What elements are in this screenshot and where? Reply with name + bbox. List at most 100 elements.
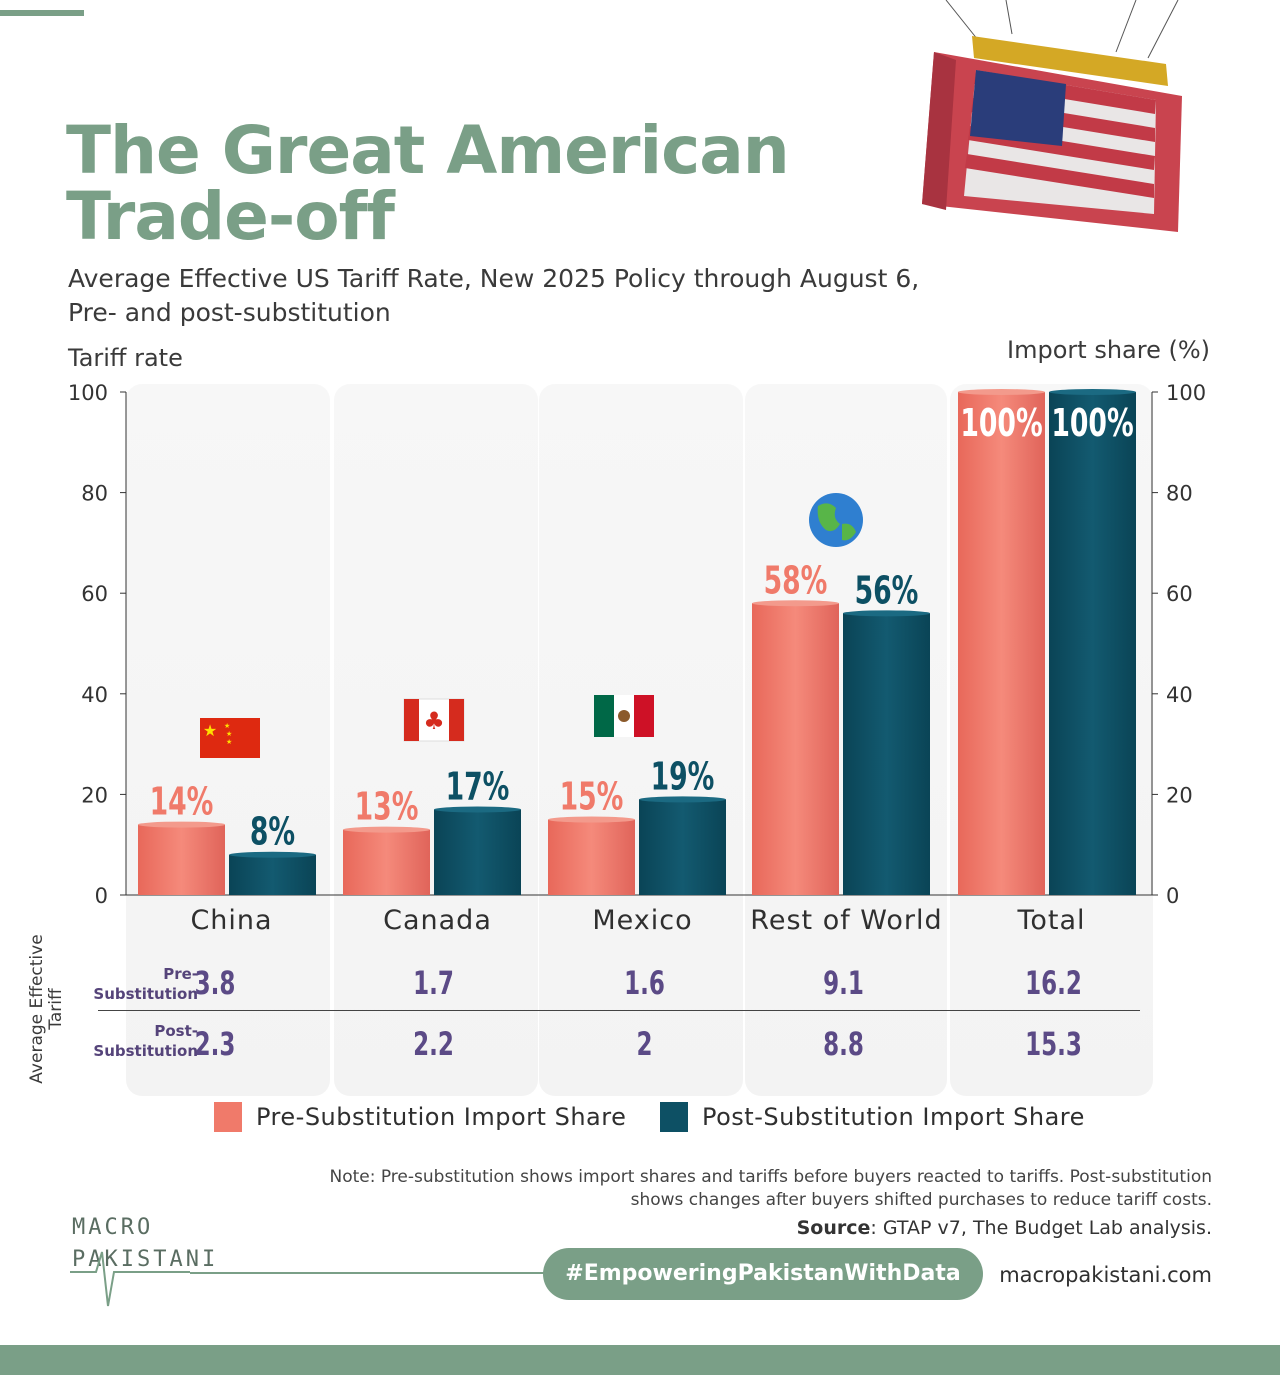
tariff-value: 3.8 <box>194 964 236 1002</box>
legend-label-pre: Pre-Substitution Import Share <box>256 1103 627 1131</box>
svg-text:★: ★ <box>224 722 230 730</box>
bar-top-cap <box>343 826 430 833</box>
bar-top-cap <box>752 600 839 607</box>
website-link[interactable]: macropakistani.com <box>999 1263 1212 1287</box>
category-label-rest-of-world: Rest of World <box>750 905 943 936</box>
tariff-value: 15.3 <box>1025 1025 1082 1063</box>
svg-text:★: ★ <box>226 738 232 746</box>
post-substitution-bar <box>1049 392 1136 895</box>
right-tick-label: 80 <box>1166 482 1193 506</box>
bottom-accent-bar <box>0 1345 1280 1375</box>
left-tick-label: 0 <box>95 884 108 908</box>
bar-value-label: 19% <box>651 755 715 800</box>
left-tick-label: 80 <box>81 482 108 506</box>
row-label-line: Pre- <box>163 965 198 983</box>
footnote-line: Note: Pre-substitution shows import shar… <box>329 1167 1212 1187</box>
source-line: Source: GTAP v7, The Budget Lab analysis… <box>797 1217 1212 1239</box>
bar-top-cap <box>639 796 726 803</box>
pre-substitution-row-label: Pre- Substitution <box>80 964 198 1004</box>
category-label-total: Total <box>1017 905 1086 936</box>
left-tick-label: 20 <box>81 783 108 807</box>
row-label-line: Substitution <box>93 1042 198 1060</box>
bar-value-label: 56% <box>855 569 919 614</box>
source-text: : GTAP v7, The Budget Lab analysis. <box>870 1217 1212 1239</box>
right-tick-label: 20 <box>1166 783 1193 807</box>
category-panel <box>539 384 743 1096</box>
svg-text:★: ★ <box>203 721 217 740</box>
right-tick-label: 0 <box>1166 884 1179 908</box>
subtitle-line-2: Pre- and post-substitution <box>68 298 391 327</box>
logo-line-2: PAKISTANI <box>72 1247 218 1272</box>
tariff-value: 16.2 <box>1025 964 1082 1002</box>
tariff-value: 1.6 <box>624 964 665 1002</box>
hashtag-badge: #EmpoweringPakistanWithData <box>543 1248 983 1300</box>
bar-chart: 0 0 20 20 40 40 60 60 80 80 100 100 14% 13% 15% 58% 100%… <box>68 381 1206 908</box>
top-accent-bar <box>0 10 84 16</box>
source-label: Source <box>796 1217 871 1239</box>
mexico-flag-icon <box>594 695 654 737</box>
canada-flag-icon: ♣ <box>403 698 465 742</box>
row-label-line: Substitution <box>93 985 198 1003</box>
footnote-line: shows changes after buyers shifted purch… <box>630 1190 1212 1210</box>
tariff-value: 8.8 <box>823 1025 864 1063</box>
page-title: The Great American Trade-off <box>66 118 906 250</box>
pre-substitution-bar <box>958 392 1045 895</box>
pre-substitution-bar <box>548 819 635 895</box>
bar-top-cap <box>434 806 521 813</box>
category-label-canada: Canada <box>383 905 492 936</box>
row-label-line: Post- <box>154 1022 198 1040</box>
bar-value-label: 100% <box>960 401 1042 446</box>
right-axis-title: Import share (%) <box>1007 336 1210 364</box>
bar-top-cap <box>958 389 1045 395</box>
subtitle-line-1: Average Effective US Tariff Rate, New 20… <box>68 264 920 293</box>
pre-substitution-bar <box>752 603 839 895</box>
bar-value-label: 8% <box>250 810 295 855</box>
chart-subtitle: Average Effective US Tariff Rate, New 20… <box>68 262 1028 330</box>
left-tick-label: 100 <box>68 381 108 405</box>
bar-value-label: 17% <box>446 765 510 810</box>
post-substitution-row-label: Post- Substitution <box>80 1021 198 1061</box>
tariff-value: 2 <box>636 1025 653 1063</box>
footnote: Note: Pre-substitution shows import shar… <box>212 1166 1212 1212</box>
legend-label-post: Post-Substitution Import Share <box>702 1103 1085 1131</box>
category-label-china: China <box>190 905 273 936</box>
tariff-divider <box>98 1010 1140 1011</box>
logo-line-1: MACRO <box>72 1215 153 1240</box>
legend-swatch-post <box>660 1102 688 1132</box>
right-tick-label: 60 <box>1166 582 1193 606</box>
svg-text:♣: ♣ <box>423 707 445 735</box>
bar-value-label: 58% <box>764 559 828 604</box>
bar-value-label: 100% <box>1051 401 1133 446</box>
globe-icon <box>809 493 863 547</box>
legend-item-post: Post-Substitution Import Share <box>660 1102 1085 1132</box>
svg-text:★: ★ <box>226 730 232 738</box>
bar-value-label: 15% <box>560 775 624 820</box>
legend-item-pre: Pre-Substitution Import Share <box>214 1102 626 1132</box>
bar-top-cap <box>1049 389 1136 395</box>
category-label-mexico: Mexico <box>592 905 693 936</box>
bar-top-cap <box>138 821 225 828</box>
bar-value-label: 14% <box>150 780 214 825</box>
pre-substitution-bar <box>138 824 225 895</box>
pre-substitution-bar <box>343 829 430 895</box>
macro-pakistani-logo: MACRO PAKISTANI <box>70 1215 218 1307</box>
tariff-value: 2.2 <box>413 1025 454 1063</box>
title-line-2: Trade-off <box>66 178 395 255</box>
logo-divider <box>190 1272 550 1274</box>
china-flag-icon: ★ ★★★ <box>200 718 260 758</box>
right-tick-label: 100 <box>1166 381 1206 405</box>
tariff-value: 2.3 <box>194 1025 236 1063</box>
bar-value-label: 13% <box>355 785 419 830</box>
title-line-1: The Great American <box>66 112 790 189</box>
post-substitution-bar <box>843 613 930 895</box>
tariff-value: 9.1 <box>823 964 864 1002</box>
post-substitution-bar <box>434 809 521 895</box>
us-flag-container-illustration <box>922 0 1182 232</box>
bar-top-cap <box>548 816 635 823</box>
tariff-value: 1.7 <box>413 964 454 1002</box>
left-axis-title: Tariff rate <box>68 344 183 372</box>
left-tick-label: 40 <box>81 683 108 707</box>
legend-swatch-pre <box>214 1102 242 1132</box>
post-substitution-bar <box>639 799 726 895</box>
tariff-side-label: Average Effective Tariff <box>27 934 66 1084</box>
